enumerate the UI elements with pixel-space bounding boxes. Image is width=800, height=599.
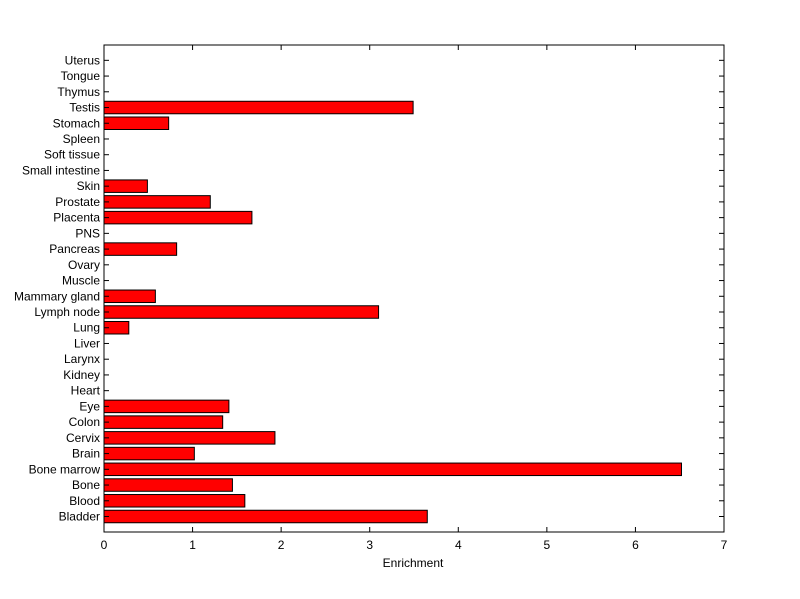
y-tick-label-colon: Colon xyxy=(69,415,100,429)
y-tick-label-testis: Testis xyxy=(69,101,100,115)
x-axis-label: Enrichment xyxy=(383,556,444,570)
bar-cervix xyxy=(103,431,276,445)
y-tick-label-uterus: Uterus xyxy=(65,53,100,67)
x-tick-label-4: 4 xyxy=(455,538,462,552)
y-tick-label-soft-tissue: Soft tissue xyxy=(44,148,100,162)
y-tick-label-placenta: Placenta xyxy=(53,211,100,225)
axes-frame xyxy=(103,44,725,533)
y-tick-label-brain: Brain xyxy=(72,447,100,461)
bar-pancreas xyxy=(103,242,178,256)
bar-lymph-node xyxy=(103,305,380,319)
y-tick-label-lymph-node: Lymph node xyxy=(34,305,100,319)
bar-bladder xyxy=(103,509,428,524)
bar-colon xyxy=(103,415,224,429)
y-tick-label-skin: Skin xyxy=(77,179,100,193)
y-tick-label-blood: Blood xyxy=(69,494,100,508)
x-tick-label-5: 5 xyxy=(544,538,551,552)
bar-placenta xyxy=(103,210,253,225)
y-tick-label-liver: Liver xyxy=(74,336,100,350)
bar-bone-marrow xyxy=(103,462,682,477)
y-tick-label-cervix: Cervix xyxy=(66,431,100,445)
bar-mammary-gland xyxy=(103,289,156,304)
y-tick-label-ovary: Ovary xyxy=(68,258,100,272)
y-tick-label-small-intestine: Small intestine xyxy=(22,163,100,177)
y-tick-label-bone-marrow: Bone marrow xyxy=(29,462,101,476)
y-tick-label-pancreas: Pancreas xyxy=(49,242,100,256)
plot-area xyxy=(104,45,724,532)
x-tick-label-1: 1 xyxy=(189,538,196,552)
x-tick-labels-group: 0 1 2 3 4 5 6 7 xyxy=(101,538,728,552)
y-tick-label-lung: Lung xyxy=(73,321,100,335)
y-tick-label-pns: PNS xyxy=(75,226,100,240)
y-tick-label-eye: Eye xyxy=(79,399,100,413)
x-tick-label-2: 2 xyxy=(278,538,285,552)
x-tick-label-6: 6 xyxy=(632,538,639,552)
y-tick-label-bone: Bone xyxy=(72,478,100,492)
y-tick-label-larynx: Larynx xyxy=(64,352,100,366)
x-tick-label-7: 7 xyxy=(721,538,728,552)
bar-testis xyxy=(103,100,414,115)
bar-stomach xyxy=(103,116,170,130)
y-tick-label-stomach: Stomach xyxy=(53,116,100,130)
y-tick-label-mammary-gland: Mammary gland xyxy=(14,289,100,303)
y-tick-label-heart: Heart xyxy=(71,384,101,398)
bar-prostate xyxy=(103,195,211,209)
bar-brain xyxy=(103,446,195,461)
bar-bone xyxy=(103,478,233,492)
y-tick-label-thymus: Thymus xyxy=(57,85,100,99)
bar-eye xyxy=(103,399,230,414)
y-tick-label-kidney: Kidney xyxy=(63,368,100,382)
bar-blood xyxy=(103,494,246,508)
y-tick-label-muscle: Muscle xyxy=(62,274,100,288)
y-tick-label-prostate: Prostate xyxy=(55,195,100,209)
y-tick-label-bladder: Bladder xyxy=(59,510,100,524)
y-tick-label-tongue: Tongue xyxy=(61,69,101,83)
ticks-group xyxy=(103,45,725,532)
x-tick-label-3: 3 xyxy=(366,538,373,552)
x-tick-label-0: 0 xyxy=(101,538,108,552)
bar-skin xyxy=(103,179,148,193)
y-tick-label-spleen: Spleen xyxy=(63,132,100,146)
